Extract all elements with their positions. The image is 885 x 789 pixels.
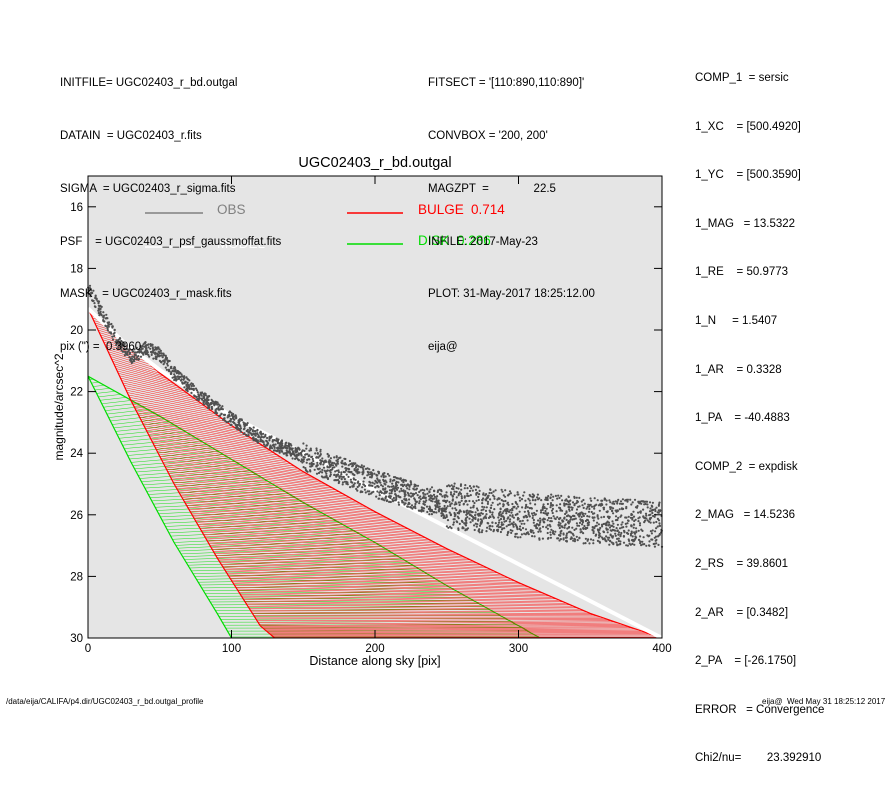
header-datain: DATAIN = UGC02403_r.fits — [60, 129, 202, 142]
param-error: ERROR = Convergence — [695, 703, 825, 716]
y-tick-label-4: 24 — [70, 448, 83, 460]
param-2-mag: 2_MAG = 14.5236 — [695, 509, 796, 522]
header-psf: PSF = UGC02403_r_psf_gaussmoffat.fits — [60, 235, 282, 248]
y-tick-label-6: 28 — [70, 571, 83, 583]
header-pix: pix (") = 0.3960 — [60, 341, 142, 354]
header-plot-date: PLOT: 31-May-2017 18:25:12.00 — [428, 288, 595, 301]
y-tick-label-2: 20 — [70, 325, 83, 337]
legend-label-disk: DISK — [418, 233, 450, 248]
header-fitsect: FITSECT = '[110:890,110:890]' — [428, 77, 585, 90]
y-tick-label-5: 26 — [70, 510, 83, 522]
header-magzpt: MAGZPT = 22.5 — [428, 182, 556, 195]
legend-label-obs: OBS — [217, 202, 246, 217]
header-mid: FITSECT = '[110:890,110:890]' CONVBOX = … — [428, 40, 595, 374]
param-1-re: 1_RE = 50.9773 — [695, 266, 789, 279]
param-2-ar: 2_AR = [0.3482] — [695, 606, 789, 619]
header-convbox: CONVBOX = '200, 200' — [428, 129, 548, 142]
x-tick-label-4: 400 — [652, 643, 671, 655]
param-1-xc: 1_XC = [500.4920] — [695, 120, 801, 133]
param-2-pa: 2_PA = [-26.1750] — [695, 655, 797, 668]
chart-title: UGC02403_r_bd.outgal — [298, 155, 452, 171]
x-axis-label: Distance along sky [pix] — [309, 654, 440, 668]
legend-label-model: MODEL — [217, 236, 266, 251]
footer-path: /data/eija/CALIFA/p4.dir/UGC02403_r_bd.o… — [6, 697, 204, 706]
param-1-ar: 1_AR = 0.3328 — [695, 363, 782, 376]
param-2-rs: 2_RS = 39.8601 — [695, 557, 789, 570]
x-tick-label-1: 100 — [222, 643, 241, 655]
param-1-yc: 1_YC = [500.3590] — [695, 169, 801, 182]
header-left: INITFILE= UGC02403_r_bd.outgal DATAIN = … — [60, 40, 281, 374]
legend-label-bulge: BULGE — [418, 202, 464, 217]
param-chi2: Chi2/nu= 23.392910 — [695, 752, 822, 765]
y-tick-label-7: 30 — [70, 633, 83, 645]
x-tick-label-0: 0 — [85, 643, 91, 655]
obs-series — [87, 284, 664, 548]
bulge-series-inner-edge — [87, 308, 275, 639]
profile-chart: 0 100 200 300 400 16 18 20 22 24 26 28 30 Distance al… — [52, 175, 672, 668]
bulge-series-outer-edge — [87, 307, 663, 639]
header-user: eija@ — [428, 341, 458, 354]
legend-value-bulge: 0.714 — [471, 202, 505, 217]
y-tick-label-1: 18 — [70, 263, 83, 275]
disk-series-inner-edge — [87, 375, 233, 639]
x-tick-label-2: 200 — [365, 643, 384, 655]
y-tick-label-3: 22 — [70, 387, 83, 399]
param-1-mag: 1_MAG = 13.5322 — [695, 217, 796, 230]
legend-value-disk: 0.286 — [457, 233, 491, 248]
header-sigma: SIGMA = UGC02403_r_sigma.fits — [60, 182, 236, 195]
footer-stamp: eija@ Wed May 31 18:25:12 2017 — [762, 697, 885, 706]
disk-series-outer-edge — [87, 375, 541, 639]
header-mask: MASK = UGC02403_r_mask.fits — [60, 288, 232, 301]
param-1-n: 1_N = 1.5407 — [695, 314, 778, 327]
y-tick-label-0: 16 — [70, 202, 83, 214]
param-comp2-type: COMP_2 = expdisk — [695, 460, 798, 473]
param-panel: COMP_1 = sersic 1_XC = [500.4920] 1_YC =… — [695, 48, 824, 789]
header-infile: INFILE: 2017-May-23 — [428, 235, 538, 248]
header-initfile: INITFILE= UGC02403_r_bd.outgal — [60, 77, 238, 90]
y-axis-label: magnitude/arcsec^2 — [52, 353, 66, 460]
param-comp1-type: COMP_1 = sersic — [695, 72, 789, 84]
x-tick-label-3: 300 — [509, 643, 528, 655]
param-1-pa: 1_PA = -40.4883 — [695, 412, 790, 425]
